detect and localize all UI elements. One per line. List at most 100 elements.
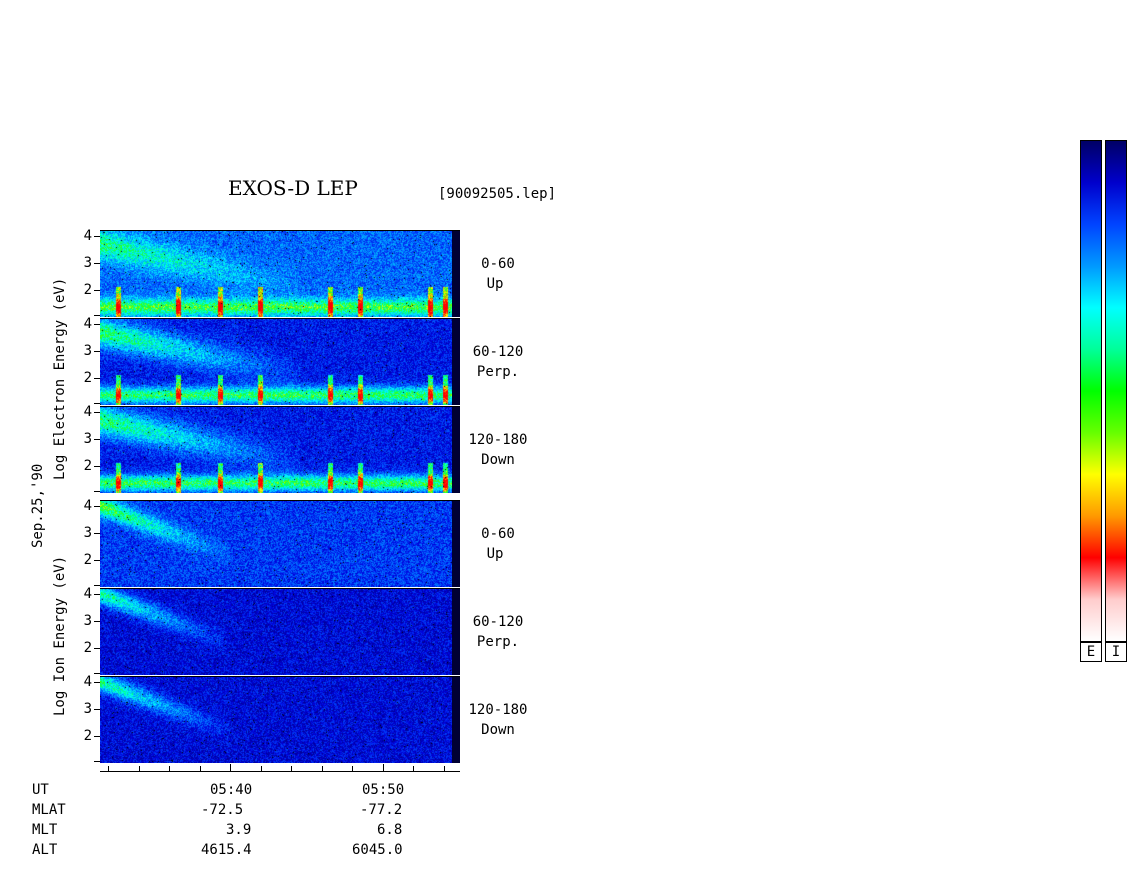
x-tick: [291, 766, 292, 772]
y-tick: [94, 594, 100, 595]
mlt-value-1: 3.9: [226, 822, 252, 838]
panel-edge: [452, 319, 460, 405]
spectrogram-ion-4: [100, 588, 460, 675]
mlat-value-1: -72.5: [201, 802, 244, 818]
x-tick: [139, 766, 140, 772]
y-tick: [94, 709, 100, 710]
pitch-direction: Perp.: [476, 364, 520, 380]
pitch-angle-range: 60-120: [472, 344, 524, 360]
x-tick: [444, 766, 445, 772]
spectrogram-canvas: [100, 319, 460, 405]
pitch-direction: Up: [486, 276, 504, 292]
y-tick: [94, 439, 100, 440]
y-tick-label: 2: [83, 640, 92, 656]
panel-edge: [452, 407, 460, 493]
y-tick: [94, 585, 100, 586]
y-tick-label: 4: [83, 674, 92, 690]
y-tick: [94, 236, 100, 237]
y-tick-label: 2: [83, 458, 92, 474]
spectrogram-canvas: [100, 407, 460, 493]
y-tick: [94, 491, 100, 492]
panel-label-3: 0-60 Up: [458, 524, 538, 564]
y-tick-label: 2: [83, 728, 92, 744]
date-label: Sep.25,'90: [30, 463, 46, 548]
y-tick: [94, 648, 100, 649]
x-tick: [200, 766, 201, 772]
spectrogram-ion-3: [100, 500, 460, 587]
mlt-value-2: 6.8: [377, 822, 403, 838]
y-tick: [94, 673, 100, 674]
y-tick: [94, 736, 100, 737]
row-label-mlat: MLAT: [32, 802, 66, 818]
spectrogram-electron-0: [100, 230, 460, 317]
y-tick: [94, 560, 100, 561]
spectrogram-canvas: [100, 589, 460, 675]
y-tick: [94, 506, 100, 507]
pitch-angle-range: 0-60: [481, 256, 515, 272]
spectrogram-electron-1: [100, 318, 460, 405]
y-tick-label: 4: [83, 586, 92, 602]
pitch-angle-range: 120-180: [468, 432, 528, 448]
x-tick: [108, 766, 109, 772]
y-tick-label: 3: [83, 613, 92, 629]
pitch-angle-range: 60-120: [472, 614, 524, 630]
ut-value-1: 05:40: [210, 782, 253, 798]
ion-colorbar: [1105, 140, 1127, 642]
panel-edge: [452, 677, 460, 763]
file-name: [90092505.lep]: [438, 186, 557, 202]
y-tick: [94, 324, 100, 325]
x-tick: [352, 766, 353, 772]
y-tick: [94, 403, 100, 404]
y-tick: [94, 761, 100, 762]
y-tick-label: 3: [83, 255, 92, 271]
y-tick: [94, 412, 100, 413]
y-tick-label: 3: [83, 701, 92, 717]
panel-label-2: 120-180 Down: [458, 430, 538, 470]
y-tick: [94, 621, 100, 622]
pitch-direction: Down: [481, 722, 515, 738]
x-tick: [383, 764, 384, 772]
panel-label-1: 60-120 Perp.: [458, 342, 538, 382]
y-tick: [94, 351, 100, 352]
y-tick-label: 3: [83, 431, 92, 447]
row-label-alt: ALT: [32, 842, 58, 858]
y-tick: [94, 263, 100, 264]
spectrogram-canvas: [100, 501, 460, 587]
y-tick-label: 3: [83, 343, 92, 359]
x-tick: [230, 764, 231, 772]
x-tick: [169, 766, 170, 772]
pitch-direction: Up: [486, 546, 504, 562]
alt-value-1: 4615.4: [201, 842, 252, 858]
y-tick-label: 4: [83, 498, 92, 514]
pitch-angle-range: 120-180: [468, 702, 528, 718]
alt-value-2: 6045.0: [352, 842, 403, 858]
panel-label-4: 60-120 Perp.: [458, 612, 538, 652]
ion-axis-label: Log Ion Energy (eV): [52, 555, 68, 716]
panel-label-0: 0-60 Up: [458, 254, 538, 294]
y-tick-label: 4: [83, 316, 92, 332]
row-label-ut: UT: [32, 782, 49, 798]
spectrogram-canvas: [100, 231, 460, 317]
y-tick-label: 2: [83, 282, 92, 298]
y-tick-label: 2: [83, 552, 92, 568]
ion-colorbar-label: I: [1105, 642, 1127, 662]
panel-edge: [452, 231, 460, 317]
y-tick: [94, 315, 100, 316]
y-tick-label: 3: [83, 525, 92, 541]
electron-axis-label: Log Electron Energy (eV): [52, 277, 68, 480]
mlat-value-2: -77.2: [360, 802, 403, 818]
pitch-angle-range: 0-60: [481, 526, 515, 542]
y-tick: [94, 533, 100, 534]
x-axis: [100, 771, 460, 772]
x-tick: [322, 766, 323, 772]
x-tick: [261, 766, 262, 772]
ut-value-2: 05:50: [362, 782, 405, 798]
electron-colorbar: [1080, 140, 1102, 642]
pitch-direction: Perp.: [476, 634, 520, 650]
panel-label-5: 120-180 Down: [458, 700, 538, 740]
y-tick-label: 4: [83, 404, 92, 420]
electron-colorbar-label: E: [1080, 642, 1102, 662]
panel-edge: [452, 501, 460, 587]
spectrogram-canvas: [100, 677, 460, 763]
y-tick: [94, 682, 100, 683]
